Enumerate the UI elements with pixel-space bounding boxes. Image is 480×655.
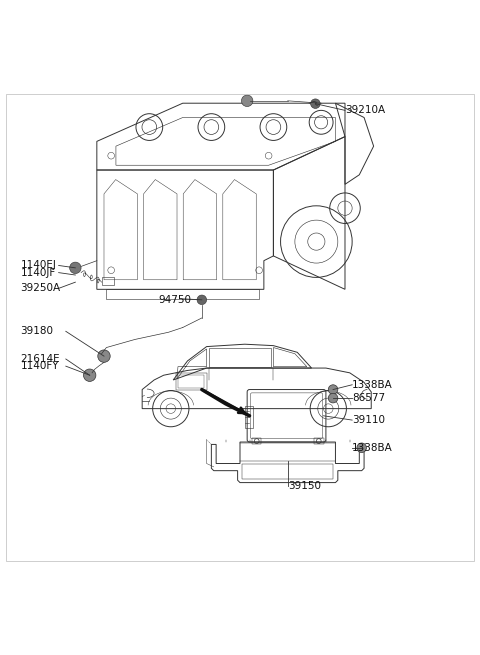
- Text: 39210A: 39210A: [345, 105, 385, 115]
- Text: 39250A: 39250A: [21, 284, 60, 293]
- Bar: [314, 438, 324, 444]
- Bar: [178, 375, 204, 388]
- Bar: [242, 464, 333, 479]
- Circle shape: [357, 443, 366, 453]
- Circle shape: [241, 95, 253, 107]
- Bar: [176, 373, 206, 390]
- Text: 39150: 39150: [288, 481, 321, 491]
- Bar: [102, 277, 114, 284]
- Text: 21614E: 21614E: [21, 354, 60, 364]
- Text: 1140EJ: 1140EJ: [21, 261, 56, 271]
- Bar: [245, 406, 253, 428]
- Text: 39180: 39180: [21, 326, 53, 336]
- Circle shape: [328, 394, 338, 403]
- Circle shape: [70, 262, 81, 274]
- Circle shape: [98, 350, 110, 362]
- Text: 86577: 86577: [352, 393, 385, 403]
- Circle shape: [311, 99, 320, 109]
- Bar: [252, 438, 262, 444]
- Text: 1140JF: 1140JF: [21, 268, 56, 278]
- Text: 1140FY: 1140FY: [21, 361, 59, 371]
- Circle shape: [84, 369, 96, 381]
- Text: 94750: 94750: [159, 295, 192, 305]
- Text: 1338BA: 1338BA: [352, 443, 393, 453]
- Text: 39110: 39110: [352, 415, 385, 425]
- Circle shape: [328, 384, 338, 394]
- Circle shape: [197, 295, 206, 305]
- Text: 1338BA: 1338BA: [352, 380, 393, 390]
